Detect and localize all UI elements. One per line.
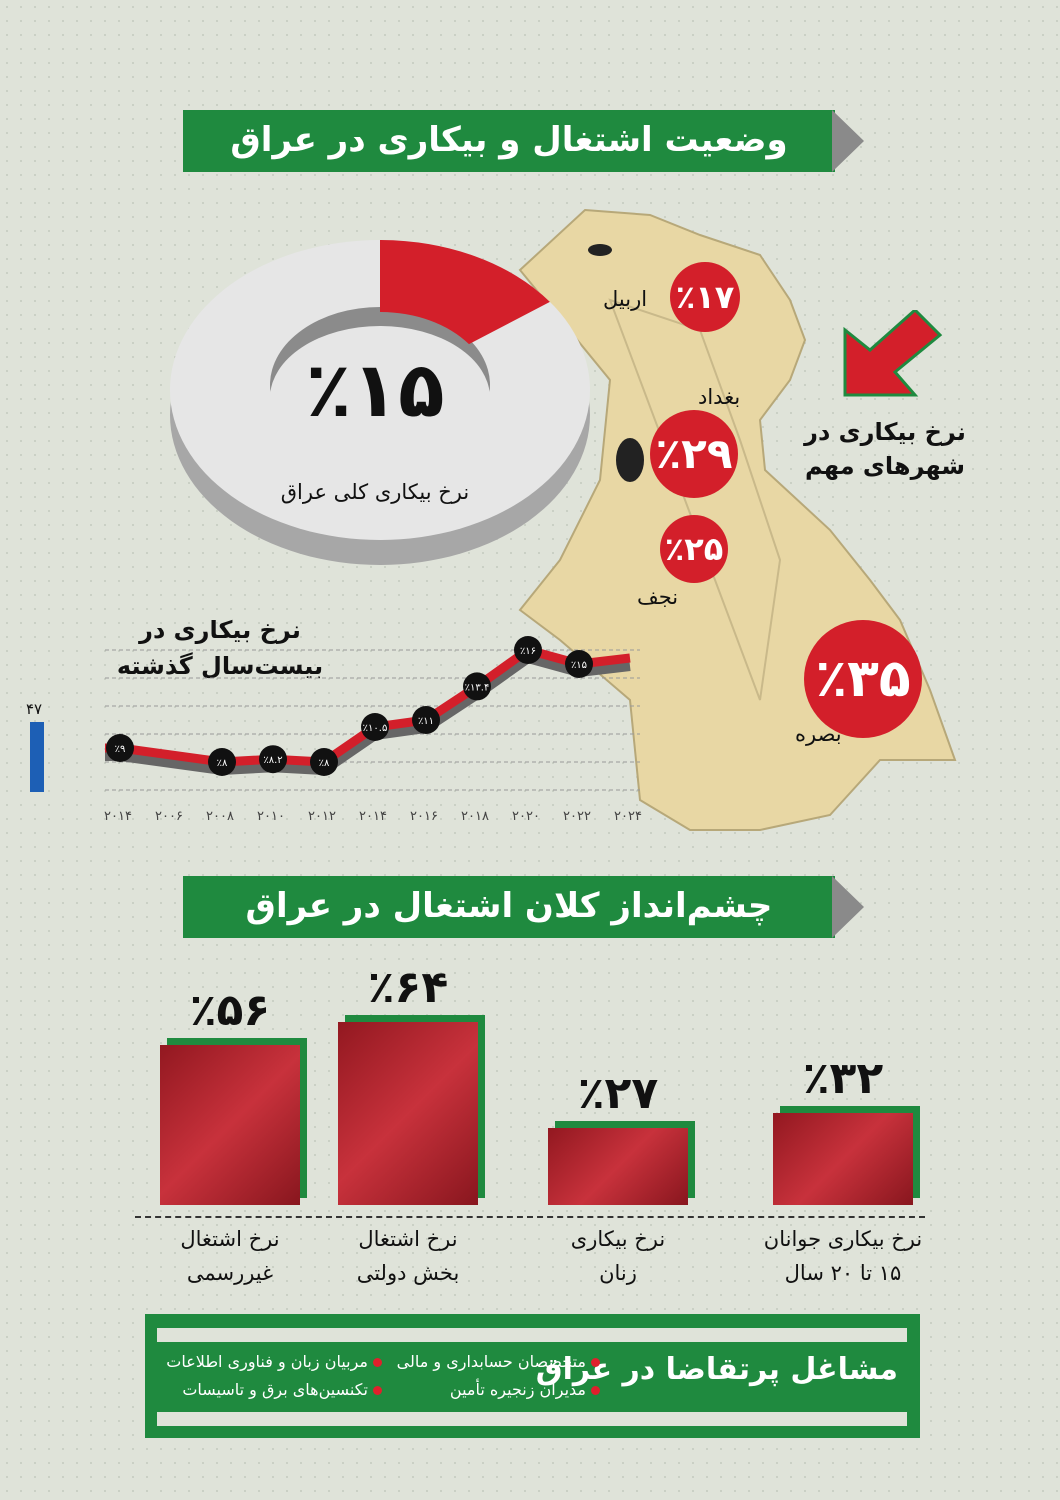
- section2-title-banner: چشم‌انداز کلان اشتغال در عراق: [183, 876, 835, 938]
- bar-baseline: [135, 1216, 925, 1218]
- data-point: [310, 748, 338, 776]
- city-value-erbil: ٪۱۷: [670, 262, 740, 332]
- x-tick-label: ۲۰۲۴: [614, 809, 642, 824]
- job-item: تکنسین‌های برق و تاسیسات: [182, 1380, 382, 1399]
- bar-value-label: ٪۶۴: [367, 961, 449, 1013]
- data-point: [259, 745, 287, 774]
- section2-title: چشم‌انداز کلان اشتغال در عراق: [245, 886, 773, 926]
- city-name-baghdad: بغداد: [698, 385, 741, 409]
- x-tick-label: ۲۰۱۰: [257, 809, 285, 824]
- bar-category-label: نرخ بیکاری جوانان ۱۵ تا ۲۰ سال: [743, 1222, 943, 1290]
- data-point: [106, 734, 134, 762]
- x-tick-label: ۲۰۱۴: [104, 809, 132, 824]
- section1-title: وضعیت اشتغال و بیکاری در عراق: [230, 120, 788, 160]
- x-tick-label: ۲۰۱۶: [410, 809, 438, 824]
- city-value-baghdad: ٪۲۹: [650, 410, 738, 498]
- category-line: بخش دولتی: [356, 1261, 460, 1285]
- x-tick-label: ۲۰۱۲: [308, 809, 336, 824]
- publisher-logo: [30, 722, 44, 792]
- overall-donut: [170, 240, 590, 565]
- bar: [548, 1127, 688, 1205]
- bar-category-label: نرخ اشتغال بخش دولتی: [308, 1222, 508, 1290]
- line-chart-title: نرخ بیکاری در بیست‌سال گذشته: [116, 616, 324, 680]
- x-tick-label: ۲۰۲۲: [563, 809, 591, 824]
- category-line: نرخ بیکاری: [570, 1227, 666, 1251]
- data-label: ٪۹: [115, 744, 126, 755]
- bar-category-label: نرخ بیکاری زنان: [518, 1222, 718, 1290]
- page-number: ۴۷: [26, 700, 43, 718]
- bar-value-label: ٪۳۲: [802, 1053, 884, 1105]
- bar: [160, 1044, 300, 1205]
- data-label: ٪۸.۲: [263, 755, 282, 766]
- chevron-icon: [832, 110, 864, 172]
- chevron-icon: [832, 876, 864, 938]
- data-label: ٪۸: [319, 758, 330, 769]
- data-label: ٪۱۳.۴: [465, 682, 490, 693]
- category-line: نرخ بیکاری جوانان: [763, 1227, 923, 1251]
- overall-value: ٪۱۵: [305, 345, 445, 434]
- x-tick-label: ۲۰۱۸: [461, 809, 489, 824]
- data-label: ٪۱۰.۵: [363, 723, 388, 734]
- category-line: غیررسمی: [186, 1261, 274, 1285]
- x-tick-label: ۲۰۲۰: [512, 809, 540, 824]
- data-point: [361, 713, 389, 741]
- cities-title: نرخ بیکاری در شهرهای مهم: [804, 418, 966, 480]
- jobs-box: مشاغل پرتقاضا در عراق متخصصان حسابداری و…: [145, 1314, 920, 1438]
- city-value-najaf: ٪۲۵: [660, 515, 728, 583]
- line-chart: ٪۹ ٪۸ ٪۸.۲ ٪۸ ٪۱۰.۵ ٪۱۱ ٪۱۳.۴ ٪۱۶ ٪۱۵ ۲۰۱۴ ۲۰۰۶ ۲۰۰…: [104, 636, 642, 824]
- x-tick-label: ۲۰۰۸: [206, 809, 234, 824]
- bar-value-label: ٪۲۷: [577, 1067, 659, 1119]
- section1-title-banner: وضعیت اشتغال و بیکاری در عراق: [183, 110, 835, 172]
- city-name-basra: بصره: [795, 722, 842, 746]
- overall-slice: [380, 240, 550, 345]
- data-label: ٪۸: [217, 758, 228, 769]
- bar: [338, 1021, 478, 1205]
- bar-category-label: نرخ اشتغال غیررسمی: [130, 1222, 330, 1290]
- bar-value-label: ٪۵۶: [189, 984, 271, 1036]
- data-point: [463, 672, 491, 701]
- data-point: [565, 650, 593, 678]
- category-line: ۱۵ تا ۲۰ سال: [784, 1261, 902, 1285]
- city-name-erbil: اربیل: [603, 287, 648, 311]
- x-tick-label: ۲۰۱۴: [359, 809, 387, 824]
- data-point: [208, 748, 236, 776]
- category-line: نرخ اشتغال: [180, 1227, 280, 1251]
- data-point: [412, 706, 440, 734]
- city-name-najaf: نجف: [637, 585, 679, 609]
- category-line: زنان: [599, 1261, 637, 1285]
- arrow-down-left-icon: [843, 310, 943, 397]
- city-value-basra: ٪۳۵: [804, 620, 922, 738]
- data-label: ٪۱۶: [520, 646, 536, 657]
- overall-label: نرخ بیکاری کلی عراق: [280, 480, 470, 504]
- job-item: مربیان زبان و فناوری اطلاعات: [166, 1352, 382, 1371]
- x-tick-label: ۲۰۰۶: [155, 809, 183, 824]
- bar: [773, 1113, 913, 1205]
- data-point: [514, 636, 542, 664]
- data-label: ٪۱۱: [418, 716, 434, 727]
- job-item: متخصصان حسابداری و مالی: [397, 1352, 600, 1371]
- category-line: نرخ اشتغال: [358, 1227, 458, 1251]
- job-item: مدیران زنجیره تأمین: [450, 1380, 600, 1399]
- data-label: ٪۱۵: [571, 660, 587, 671]
